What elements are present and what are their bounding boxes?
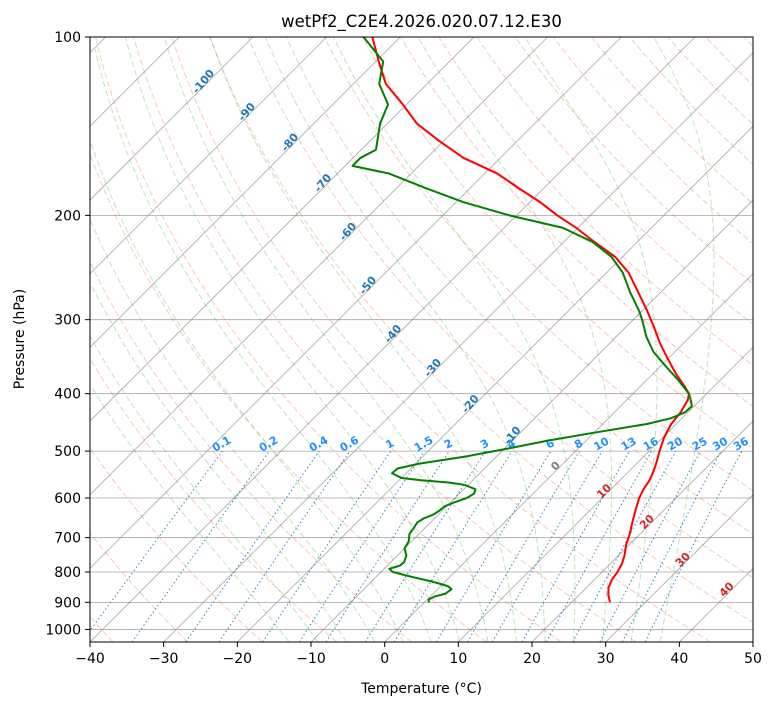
isotherm-line: [163, 52, 753, 642]
isotherm-line: [90, 37, 622, 569]
dry-adiabat-line: [90, 152, 487, 642]
moist-adiabat-line: [524, 37, 658, 642]
moist-adiabat-line: [125, 37, 461, 642]
y-tick-label: 100: [54, 30, 81, 46]
isotherm-line: [310, 199, 753, 642]
y-tick-label: 500: [54, 444, 81, 460]
x-tick-label: 30: [597, 651, 615, 667]
background-lines: [90, 37, 753, 642]
isotherm-line: [752, 641, 753, 642]
x-axis-label: Temperature (°C): [360, 681, 482, 697]
x-tick-label: −40: [75, 651, 105, 667]
x-tick-label: −30: [149, 651, 179, 667]
moist-adiabat-line: [90, 281, 347, 642]
mixing-ratio-line: [521, 450, 630, 642]
isotherm-line: [90, 37, 475, 422]
mixing-ratio-line: [572, 450, 677, 642]
mixing-ratio-line: [325, 450, 450, 642]
dry-adiabat-line: [247, 37, 753, 579]
isotherm-line: [90, 37, 327, 275]
y-tick-label: 200: [54, 208, 81, 224]
mixing-ratio-line: [90, 450, 223, 632]
dry-adiabat-line: [438, 37, 753, 366]
isotherm-line: [531, 420, 753, 642]
dry-adiabat-line: [476, 37, 753, 325]
plot-background: [90, 37, 753, 642]
dry-adiabat-line: [514, 37, 753, 285]
y-axis: 1000 900 800 700 600 500 400 300 200 100: [45, 30, 90, 638]
isotherm-line: [90, 37, 548, 496]
isotherm-line: [90, 37, 401, 348]
moist-adiabat-line: [209, 37, 517, 642]
dry-adiabat-line: [90, 357, 338, 642]
dry-adiabat-line: [285, 37, 753, 535]
dry-adiabat-line: [90, 261, 413, 642]
mixing-ratio-line: [491, 450, 603, 642]
moist-adiabat-line: [163, 37, 489, 642]
mixing-ratio-line: [545, 450, 653, 642]
y-tick-label: 1000: [45, 622, 81, 638]
isotherm-line: [90, 37, 696, 642]
moist-adiabat-line: [90, 217, 376, 642]
y-tick-label: 900: [54, 595, 81, 611]
y-axis-label: Pressure (hPa): [12, 289, 28, 389]
mixing-ratio-line: [393, 450, 513, 642]
moist-adiabat-line: [653, 37, 715, 642]
x-tick-label: 20: [523, 651, 541, 667]
mixing-ratio-line: [467, 450, 580, 642]
moist-adiabat-line: [417, 37, 613, 642]
mixing-ratio-line: [185, 450, 320, 642]
mixing-ratio-line: [131, 450, 270, 642]
dry-adiabat-line: [209, 37, 753, 624]
y-tick-label: 700: [54, 531, 81, 547]
mixing-ratio-line: [435, 450, 552, 642]
isotherm-line: [605, 494, 753, 642]
moist-adiabat-line: [94, 49, 432, 642]
dry-adiabat-line: [94, 37, 562, 642]
x-tick-label: 50: [744, 651, 762, 667]
dry-adiabat-line: [591, 37, 753, 205]
isotherm-line: [90, 37, 254, 201]
dry-adiabat-line: [133, 37, 637, 642]
x-tick-label: 0: [380, 651, 389, 667]
x-tick-label: 40: [670, 651, 688, 667]
y-tick-label: 300: [54, 313, 81, 329]
dry-adiabat-line: [400, 37, 753, 407]
x-tick-label: −10: [296, 651, 326, 667]
moist-adiabat-line: [90, 138, 404, 642]
dewpoint-profile-line: [351, 37, 693, 603]
isotherm-line: [384, 273, 753, 642]
chart-title: wetPf2_C2E4.2026.020.07.12.E30: [281, 12, 562, 32]
mixing-ratio-line: [218, 450, 351, 642]
x-axis: −40 −30 −20 −10 0 10 20 30 40 50: [75, 642, 762, 667]
dry-adiabat-line: [323, 37, 753, 492]
dry-adiabat-line: [552, 37, 753, 245]
plot-frame: [89, 36, 754, 643]
profiles: [351, 37, 693, 603]
moist-adiabat-line: [90, 383, 290, 642]
x-tick-label: −20: [223, 651, 253, 667]
x-tick-label: 10: [449, 651, 467, 667]
y-tick-label: 600: [54, 491, 81, 507]
isotherm-line: [458, 346, 753, 642]
isotherm-line: [237, 125, 753, 642]
y-tick-label: 800: [54, 565, 81, 581]
y-tick-label: 400: [54, 387, 81, 403]
mixing-ratio-line: [364, 450, 486, 642]
dry-adiabat-line: [90, 532, 189, 642]
moist-adiabat-line: [332, 37, 576, 642]
moist-adiabat-line: [265, 37, 546, 642]
dry-adiabat-line: [629, 37, 753, 165]
